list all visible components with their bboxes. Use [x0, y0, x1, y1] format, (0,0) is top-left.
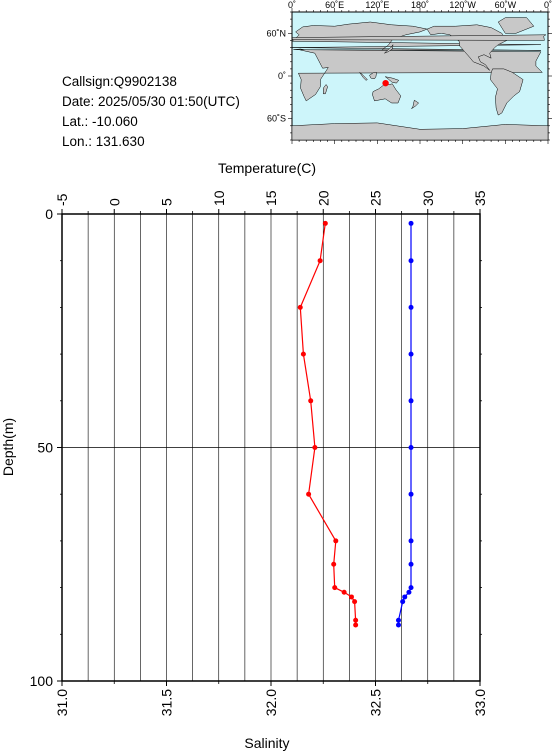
- land-mass: [411, 99, 419, 109]
- temperature-point: [300, 351, 306, 357]
- temperature-point: [317, 258, 323, 264]
- temperature-tick-label: 0: [106, 198, 122, 206]
- axis-ticks: [57, 209, 482, 686]
- salinity-tick-label: 32.0: [263, 689, 279, 716]
- temperature-point: [297, 304, 303, 310]
- temperature-tick-label: 10: [211, 190, 227, 206]
- salinity-point: [395, 617, 401, 623]
- map-lon-label: 0˚: [544, 0, 552, 10]
- temperature-point: [306, 491, 312, 497]
- salinity-tick-label: 32.5: [368, 689, 384, 716]
- map-lat-label: 60˚S: [267, 114, 286, 124]
- map-lon-label: 0˚: [288, 0, 296, 10]
- salinity-point: [402, 594, 408, 600]
- land-mass: [359, 72, 368, 81]
- land-mass: [291, 34, 547, 41]
- map-lon-label: 120˚E: [365, 0, 389, 10]
- land-mass: [497, 17, 535, 34]
- station-marker-dot: [382, 79, 389, 87]
- plot-grid: [62, 214, 480, 681]
- latitude-text: Lat.: -10.060: [62, 114, 138, 129]
- station-marker: [382, 79, 389, 87]
- temperature-point: [333, 538, 339, 544]
- temperature-point: [353, 617, 359, 623]
- map-lon-label: 180˚: [411, 0, 429, 10]
- map-lat-label: 0˚: [278, 71, 286, 81]
- temperature-tick-label: 5: [159, 198, 175, 206]
- y-axis-label: Depth(m): [0, 418, 16, 476]
- salinity-point: [400, 599, 406, 605]
- map-frame: [288, 8, 552, 144]
- temperature-tick-label: 35: [472, 190, 488, 206]
- land-mass: [384, 44, 394, 54]
- temperature-point: [322, 220, 328, 226]
- temperature-tick-label: 25: [368, 190, 384, 206]
- temperature-point: [308, 398, 314, 404]
- map-land: [291, 17, 549, 141]
- map-lon-label: 120˚W: [449, 0, 476, 10]
- bottom-axis-label: Salinity: [244, 735, 289, 751]
- data-series: [297, 220, 414, 628]
- salinity-point: [408, 258, 414, 264]
- temperature-point: [312, 445, 318, 450]
- temperature-point: [348, 594, 354, 600]
- salinity-point: [408, 491, 414, 497]
- station-info: Callsign:Q9902138 Date: 2025/05/30 01:50…: [62, 72, 240, 152]
- salinity-point: [408, 445, 414, 450]
- temperature-point: [341, 589, 347, 595]
- callsign-text: Callsign:Q9902138: [62, 74, 177, 89]
- temperature-point: [353, 622, 359, 628]
- world-map: 0˚ 60˚E 120˚E 180˚ 120˚W 60˚W 0˚ 60˚N 0˚ 60˚S: [266, 0, 552, 144]
- longitude-text: Lon.: 131.630: [62, 134, 145, 149]
- top-axis-label: Temperature(C): [218, 160, 316, 176]
- temperature-point: [352, 599, 358, 605]
- salinity-tick-label: 33.0: [472, 689, 488, 716]
- land-mass: [490, 68, 524, 116]
- map-lon-label: 60˚W: [495, 0, 517, 10]
- land-mass: [385, 76, 400, 84]
- depth-tick-label: 100: [30, 673, 54, 689]
- map-lat-labels: 60˚N 0˚ 60˚S: [266, 28, 286, 123]
- map-lon-labels: 0˚ 60˚E 120˚E 180˚ 120˚W 60˚W 0˚: [288, 0, 552, 10]
- salinity-tick-label: 31.5: [159, 689, 175, 716]
- depth-tick-label: 50: [37, 440, 53, 456]
- temperature-line: [299, 223, 357, 625]
- temperature-point: [331, 561, 337, 567]
- depth-tick-label: 0: [45, 206, 53, 222]
- date-text: Date: 2025/05/30 01:50(UTC): [62, 94, 240, 109]
- salinity-tick-label: 31.0: [54, 689, 70, 716]
- salinity-point: [408, 351, 414, 357]
- map-lon-label: 60˚E: [325, 0, 344, 10]
- temperature-tick-label: 30: [420, 190, 436, 206]
- land-mass: [369, 72, 377, 80]
- salinity-point: [408, 220, 414, 226]
- salinity-point: [408, 538, 414, 544]
- temperature-tick-label: 20: [315, 190, 331, 206]
- map-lat-label: 60˚N: [266, 28, 286, 38]
- temperature-tick-label: 15: [263, 190, 279, 206]
- salinity-point: [406, 589, 412, 595]
- temperature-tick-label: -5: [54, 193, 70, 206]
- land-mass: [323, 84, 328, 95]
- salinity-point: [408, 561, 414, 567]
- salinity-point: [408, 304, 414, 310]
- salinity-point: [408, 585, 414, 591]
- salinity-point: [395, 622, 401, 628]
- salinity-point: [408, 398, 414, 404]
- temperature-point: [332, 585, 338, 591]
